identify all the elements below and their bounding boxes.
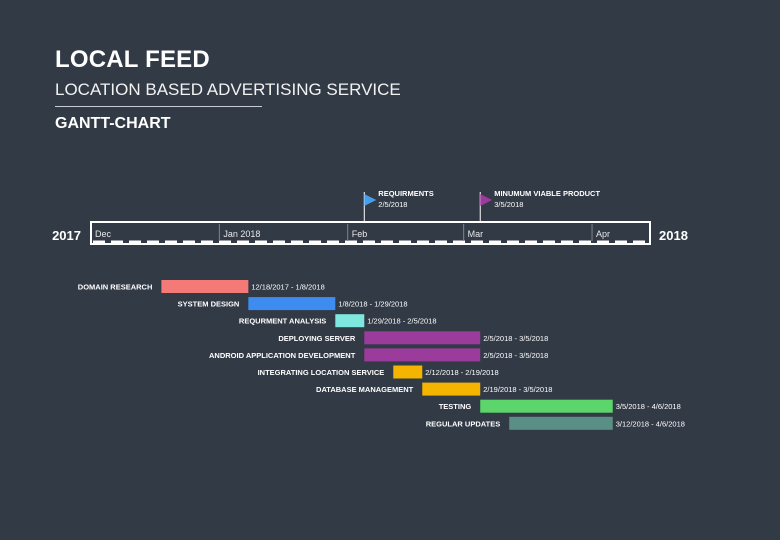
task-date-range: 3/12/2018 - 4/6/2018 <box>616 419 685 428</box>
month-label: Mar <box>468 229 484 239</box>
task-date-range: 2/5/2018 - 3/5/2018 <box>483 351 548 360</box>
task-name: DOMAIN RESEARCH <box>78 283 153 292</box>
milestone-date: 2/5/2018 <box>378 200 407 209</box>
chart-label: GANTT-CHART <box>55 115 171 132</box>
task-bar <box>248 297 336 311</box>
task-bar <box>480 399 613 413</box>
milestone-flag-icon <box>364 194 377 206</box>
title-divider <box>55 106 262 107</box>
task-bar <box>422 382 481 396</box>
task-name: TESTING <box>439 402 472 411</box>
task-name: SYSTEM DESIGN <box>178 300 240 309</box>
task-date-range: 3/5/2018 - 4/6/2018 <box>616 402 681 411</box>
milestone-name: MINUMUM VIABLE PRODUCT <box>494 189 600 198</box>
task-name: DATABASE MANAGEMENT <box>316 385 414 394</box>
month-label: Feb <box>352 229 368 239</box>
milestone-date: 3/5/2018 <box>494 200 523 209</box>
task-date-range: 1/8/2018 - 1/29/2018 <box>338 300 407 309</box>
task-bar <box>509 416 613 430</box>
task-name: INTEGRATING LOCATION SERVICE <box>258 368 385 377</box>
task-name: REQURMENT ANALYSIS <box>239 317 326 326</box>
task-name: ANDROID APPLICATION DEVELOPMENT <box>209 351 356 360</box>
task-date-range: 2/19/2018 - 3/5/2018 <box>483 385 552 394</box>
start-year-label: 2017 <box>52 228 81 243</box>
page-subtitle: LOCATION BASED ADVERTISING SERVICE <box>55 80 401 99</box>
task-date-range: 2/12/2018 - 2/19/2018 <box>425 368 498 377</box>
page-title: LOCAL FEED <box>55 46 210 73</box>
task-bar <box>393 365 423 379</box>
task-bar <box>364 331 481 345</box>
task-date-range: 12/18/2017 - 1/8/2018 <box>251 283 324 292</box>
timeline-box <box>90 221 651 245</box>
end-year-label: 2018 <box>659 228 688 243</box>
task-bar <box>335 314 365 328</box>
task-bar <box>364 348 481 362</box>
task-bar <box>161 280 249 293</box>
task-date-range: 2/5/2018 - 3/5/2018 <box>483 334 548 343</box>
milestone-name: REQUIRMENTS <box>378 189 433 198</box>
task-name: DEPLOYING SERVER <box>278 334 356 343</box>
month-label: Jan 2018 <box>223 229 260 239</box>
month-label: Apr <box>596 229 610 239</box>
task-date-range: 1/29/2018 - 2/5/2018 <box>367 317 436 326</box>
month-label: Dec <box>95 229 112 239</box>
milestone-flag-icon <box>480 194 493 206</box>
task-name: REGULAR UPDATES <box>426 419 500 428</box>
